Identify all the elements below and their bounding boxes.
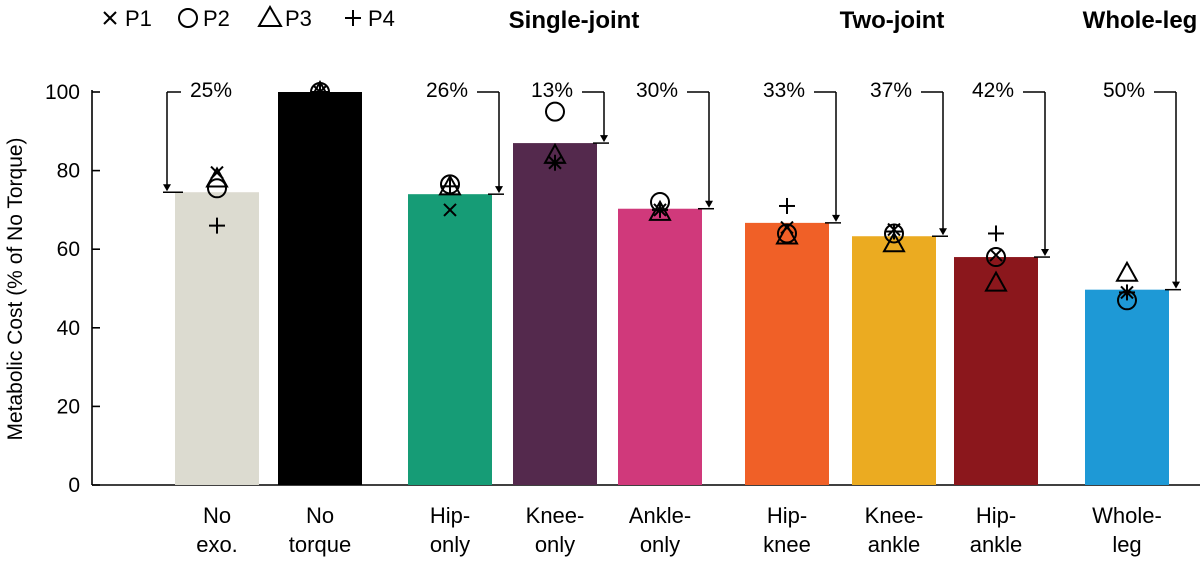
category-label-line1: Knee- [865,503,924,528]
marker-p4 [209,217,225,234]
bracket-arrowhead [600,135,608,143]
group-label-two-joint: Two-joint [840,7,945,34]
reduction-label: 26% [426,79,468,102]
marker-p1 [1120,285,1134,300]
reduction-annotations: 25% 26% 13% 30% 33% 37% 42% 50% [163,79,1181,291]
reduction-label: 50% [1103,79,1145,102]
bracket-arrowhead [1041,249,1049,257]
group-labels: Single-joint Two-joint Whole-leg [509,7,1198,34]
y-tick-label: 20 [57,395,80,418]
marker-p2 [650,192,670,213]
marker-stroke [653,203,667,217]
legend-label: P1 [125,6,152,31]
marker-p2 [310,82,330,102]
marker-p3 [543,142,567,164]
bracket-arrowhead [705,200,713,208]
bars [175,92,1169,485]
category-label-line2: ankle [970,532,1023,557]
group-label-single-joint: Single-joint [509,7,640,34]
marker-p3 [648,199,672,221]
bar [618,208,702,485]
bar [278,92,362,485]
marker-p4 [779,197,795,214]
reduction-label: 30% [636,79,678,102]
marker-p3 [205,166,229,188]
legend-marker-p1 [103,11,117,25]
legend-label: P3 [285,6,312,31]
category-label-line1: Hip- [976,503,1016,528]
reduction-label: 33% [763,79,805,102]
marker-p1 [653,203,667,217]
category-label-line2: ankle [868,532,921,557]
reduction-label: 42% [972,79,1014,102]
category-label-line2: exo. [196,532,238,557]
category-label-line2: only [430,532,470,557]
marker-p2 [440,174,460,195]
legend-marker-p2 [178,8,198,28]
bracket-arrowhead [1172,281,1180,289]
category-label-line1: No [203,503,231,528]
marker-p3 [1115,260,1139,282]
bar [954,257,1038,485]
participant-markers [205,79,1139,311]
y-axis-title: Metabolic Cost (% of No Torque) [4,137,27,440]
category-label-line1: Ankle- [629,503,691,528]
bar [513,143,597,485]
marker-p2 [986,247,1006,268]
marker-p3 [984,270,1008,292]
y-tick-label: 0 [68,474,80,497]
bar [408,194,492,485]
y-tick-label: 40 [57,317,80,340]
bracket-arrowhead [939,228,947,236]
marker-p2 [545,101,565,122]
category-label-line2: knee [763,532,811,557]
category-label-line2: leg [1112,532,1141,557]
category-label-line2: only [640,532,680,557]
bar [175,192,259,485]
category-label-line2: only [535,532,575,557]
category-label-line1: Hip- [767,503,807,528]
marker-p2 [1117,290,1137,311]
category-label-line1: Whole- [1092,503,1162,528]
reduction-label: 13% [531,79,573,102]
marker-stroke [1120,285,1134,300]
category-label-line2: torque [289,532,351,557]
marker-p2 [884,223,904,244]
marker-stroke [443,203,457,217]
marker-stroke [989,248,1003,262]
bar [852,236,936,485]
marker-p1 [443,203,457,217]
category-labels: No exo. No torque Hip-only Knee-only Ankle-onl… [196,503,1162,557]
bracket-arrowhead [495,186,503,194]
y-axis: 0 20 40 60 80 100 [45,81,1200,497]
y-tick-label: 100 [45,81,80,104]
y-tick-label: 60 [57,238,80,261]
marker-p2 [777,223,797,244]
marker-p2 [207,178,227,199]
legend: P1 P2 P3 P4 [103,5,395,31]
category-label-line1: No [306,503,334,528]
reduction-label: 25% [190,79,232,102]
marker-p3 [882,231,906,253]
marker-p4 [988,225,1004,242]
bracket-arrowhead [832,214,840,222]
y-tick-label: 80 [57,160,80,183]
group-label-whole-leg: Whole-leg [1083,7,1198,34]
category-label-line1: Knee- [526,503,585,528]
category-label-line1: Hip- [430,503,470,528]
marker-p1 [989,248,1003,262]
reduction-label: 37% [870,79,912,102]
bar [1085,289,1169,485]
legend-label: P2 [203,6,230,31]
legend-marker-p3 [257,5,283,27]
bar [745,222,829,485]
legend-label: P4 [368,6,395,31]
bracket-arrowhead [163,184,171,192]
